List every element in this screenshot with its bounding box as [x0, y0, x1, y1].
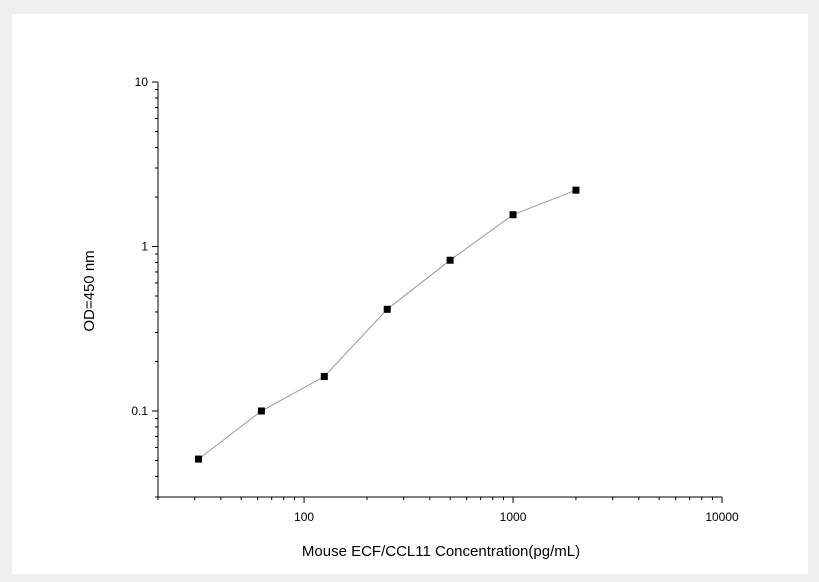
- y-axis-title: OD=450 nm: [81, 250, 98, 331]
- data-point-marker: [446, 256, 454, 264]
- series-line-group: [198, 189, 577, 460]
- y-tick-label: 0.1: [131, 404, 148, 418]
- data-point-marker: [572, 186, 580, 194]
- x-tick-label: 10000: [705, 510, 739, 524]
- data-point-marker: [195, 455, 203, 463]
- data-point-marker: [509, 211, 517, 219]
- data-point-marker: [320, 373, 328, 381]
- axes: 0.1 1 10 100 1000 10000: [131, 75, 739, 524]
- x-tick-label: 100: [294, 510, 314, 524]
- data-points: [195, 186, 580, 463]
- x-axis-title: Mouse ECF/CCL11 Concentration(pg/mL): [302, 543, 580, 560]
- y-tick-label: 10: [135, 75, 149, 89]
- y-tick-label: 1: [141, 239, 148, 253]
- x-tick-label: 1000: [500, 510, 527, 524]
- data-point-marker: [257, 407, 265, 415]
- series-line: [198, 189, 577, 460]
- chart-panel: [12, 14, 808, 574]
- data-point-marker: [383, 305, 391, 313]
